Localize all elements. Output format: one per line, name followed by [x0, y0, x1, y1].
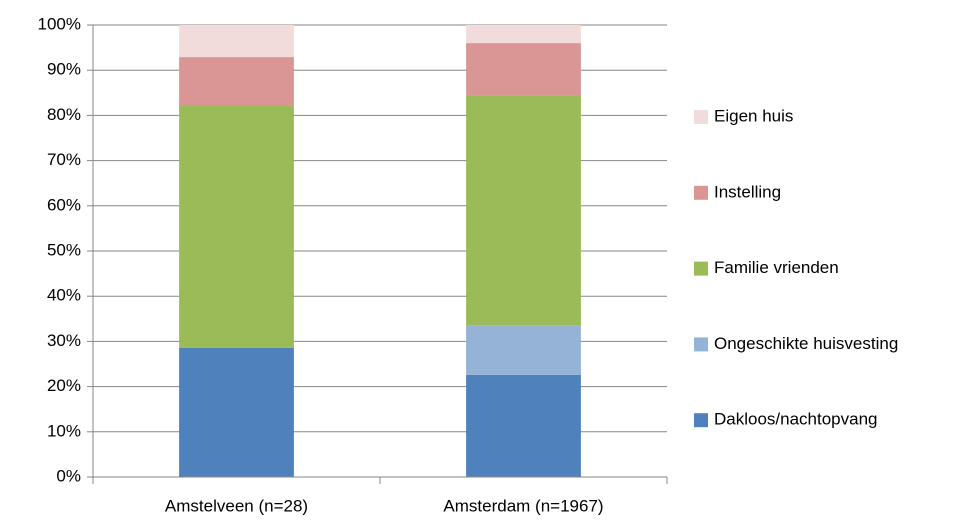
legend-label: Dakloos/nachtopvang [714, 410, 878, 429]
legend-label: Familie vrienden [714, 258, 839, 277]
legend-label: Instelling [714, 182, 781, 201]
bar-segment [466, 374, 581, 477]
y-tick-label: 20% [47, 376, 81, 395]
legend-swatch [694, 413, 708, 428]
y-tick-label: 10% [47, 421, 81, 440]
legend-label: Ongeschikte huisvesting [714, 334, 898, 353]
bar-segment [466, 325, 581, 375]
legend-swatch [694, 110, 708, 124]
y-tick-label: 100% [38, 14, 81, 33]
bar-segment [179, 57, 294, 106]
y-tick-label: 30% [47, 331, 81, 350]
x-tick-label: Amsterdam (n=1967) [443, 496, 603, 515]
y-tick-label: 50% [47, 240, 81, 259]
y-tick-label: 40% [47, 286, 81, 305]
y-tick-label: 80% [47, 105, 81, 124]
bar-segment [466, 43, 581, 96]
legend-swatch [694, 185, 708, 200]
legend-swatch [694, 261, 708, 276]
x-tick-label: Amstelveen (n=28) [165, 496, 308, 515]
legend-label: Eigen huis [714, 106, 793, 125]
y-tick-label: 60% [47, 195, 81, 214]
y-tick-label: 70% [47, 150, 81, 169]
y-tick-label: 90% [47, 60, 81, 79]
y-tick-label: 0% [56, 466, 81, 485]
bar-segment [179, 347, 294, 477]
bar-segment [466, 95, 581, 326]
bar-segment [179, 25, 294, 58]
legend-swatch [694, 337, 708, 352]
bar-segment [179, 105, 294, 348]
bar-segment [466, 25, 581, 44]
